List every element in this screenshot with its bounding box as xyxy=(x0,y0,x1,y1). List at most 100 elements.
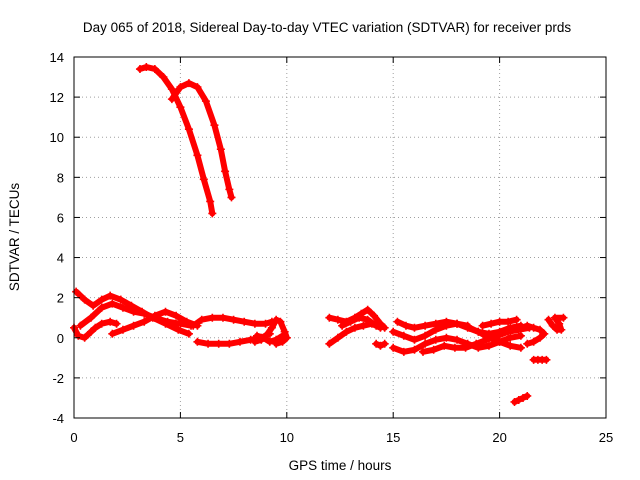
data-point-marker xyxy=(225,339,234,348)
data-point-marker xyxy=(129,321,138,330)
data-point-marker xyxy=(350,323,359,332)
series-low-arc-3 xyxy=(70,317,121,342)
data-point-marker xyxy=(278,331,287,340)
data-point-marker xyxy=(506,341,515,350)
data-point-marker xyxy=(410,323,419,332)
data-point-marker xyxy=(504,327,513,336)
data-point-marker xyxy=(536,325,545,334)
data-point-marker xyxy=(346,317,355,326)
data-point-marker xyxy=(504,317,513,326)
data-point-marker xyxy=(333,333,342,342)
data-point-marker xyxy=(272,315,281,324)
data-point-marker xyxy=(333,315,342,324)
data-point-marker xyxy=(116,295,125,304)
data-point-marker xyxy=(161,307,170,316)
data-point-marker xyxy=(516,331,525,340)
data-point-marker xyxy=(80,295,89,304)
data-point-marker xyxy=(201,97,210,106)
x-axis-label: GPS time / hours xyxy=(289,458,392,473)
data-point-marker xyxy=(461,343,470,352)
data-point-marker xyxy=(540,329,549,338)
data-point-marker xyxy=(523,339,532,348)
data-point-marker xyxy=(97,319,106,328)
data-point-marker xyxy=(506,333,515,342)
data-point-marker xyxy=(210,121,219,130)
data-point-marker xyxy=(380,339,389,348)
data-point-marker xyxy=(261,319,270,328)
data-point-marker xyxy=(167,85,176,94)
series-line xyxy=(511,392,531,405)
x-tick-label: 20 xyxy=(492,430,506,445)
data-point-marker xyxy=(182,317,191,326)
data-point-marker xyxy=(140,309,149,318)
y-tick-label: 12 xyxy=(50,90,64,105)
data-point-marker xyxy=(523,391,532,400)
data-point-marker xyxy=(325,339,334,348)
data-point-marker xyxy=(87,313,96,322)
data-point-marker xyxy=(108,299,117,308)
series-mid-arc-3 xyxy=(338,313,381,330)
data-point-marker xyxy=(342,327,351,336)
series-late-arc-5 xyxy=(465,323,525,352)
data-point-marker xyxy=(272,335,281,344)
data-point-marker xyxy=(495,317,504,326)
data-point-marker xyxy=(465,323,474,332)
series-late-arc-8 xyxy=(529,355,551,364)
series-late-arc-9 xyxy=(544,313,568,334)
series-late-arc-6 xyxy=(478,315,521,330)
data-point-marker xyxy=(150,311,159,320)
data-point-marker xyxy=(76,321,85,330)
data-point-marker xyxy=(97,303,106,312)
data-point-marker xyxy=(221,167,230,176)
data-point-marker xyxy=(421,339,430,348)
series-arc-high-2 xyxy=(167,79,236,202)
data-point-marker xyxy=(167,95,176,104)
y-tick-label: -2 xyxy=(52,371,64,386)
data-point-marker xyxy=(401,321,410,330)
axis-ticks xyxy=(73,56,607,419)
data-point-marker xyxy=(193,83,202,92)
data-point-marker xyxy=(484,333,493,342)
data-point-marker xyxy=(472,339,481,348)
data-point-marker xyxy=(453,335,462,344)
series-mid-arc-4 xyxy=(372,339,389,350)
data-point-marker xyxy=(516,343,525,352)
y-axis-label: SDTVAR / TECUs xyxy=(7,183,22,292)
data-point-marker xyxy=(135,65,144,74)
data-point-marker xyxy=(150,65,159,74)
data-point-marker xyxy=(108,329,117,338)
data-point-marker xyxy=(529,323,538,332)
data-point-marker xyxy=(516,323,525,332)
data-point-marker xyxy=(450,343,459,352)
data-point-marker xyxy=(536,333,545,342)
x-tick-label: 15 xyxy=(386,430,400,445)
data-point-marker xyxy=(440,341,449,350)
data-point-marker xyxy=(106,317,115,326)
data-point-marker xyxy=(259,333,268,342)
data-point-marker xyxy=(393,317,402,326)
data-point-marker xyxy=(204,339,213,348)
data-point-marker xyxy=(118,303,127,312)
series-line xyxy=(168,80,235,201)
data-point-marker xyxy=(74,331,83,340)
data-point-marker xyxy=(410,335,419,344)
data-point-marker xyxy=(106,291,115,300)
data-points xyxy=(70,63,568,406)
data-point-marker xyxy=(376,341,385,350)
tick-labels: 0 5 10 15 20 25 -4 -2 0 2 4 6 8 10 12 14 xyxy=(50,50,614,445)
data-point-marker xyxy=(550,313,559,322)
data-point-marker xyxy=(355,313,364,322)
data-point-marker xyxy=(453,319,462,328)
series-late-arc-7 xyxy=(516,321,549,348)
y-tick-label: 6 xyxy=(57,210,64,225)
data-point-marker xyxy=(240,317,249,326)
data-point-marker xyxy=(512,315,521,324)
data-point-marker xyxy=(325,313,334,322)
data-point-marker xyxy=(227,193,236,202)
data-point-marker xyxy=(193,151,202,160)
data-point-marker xyxy=(363,315,372,324)
data-point-marker xyxy=(510,397,519,406)
data-point-marker xyxy=(184,125,193,134)
data-point-marker xyxy=(338,321,347,330)
